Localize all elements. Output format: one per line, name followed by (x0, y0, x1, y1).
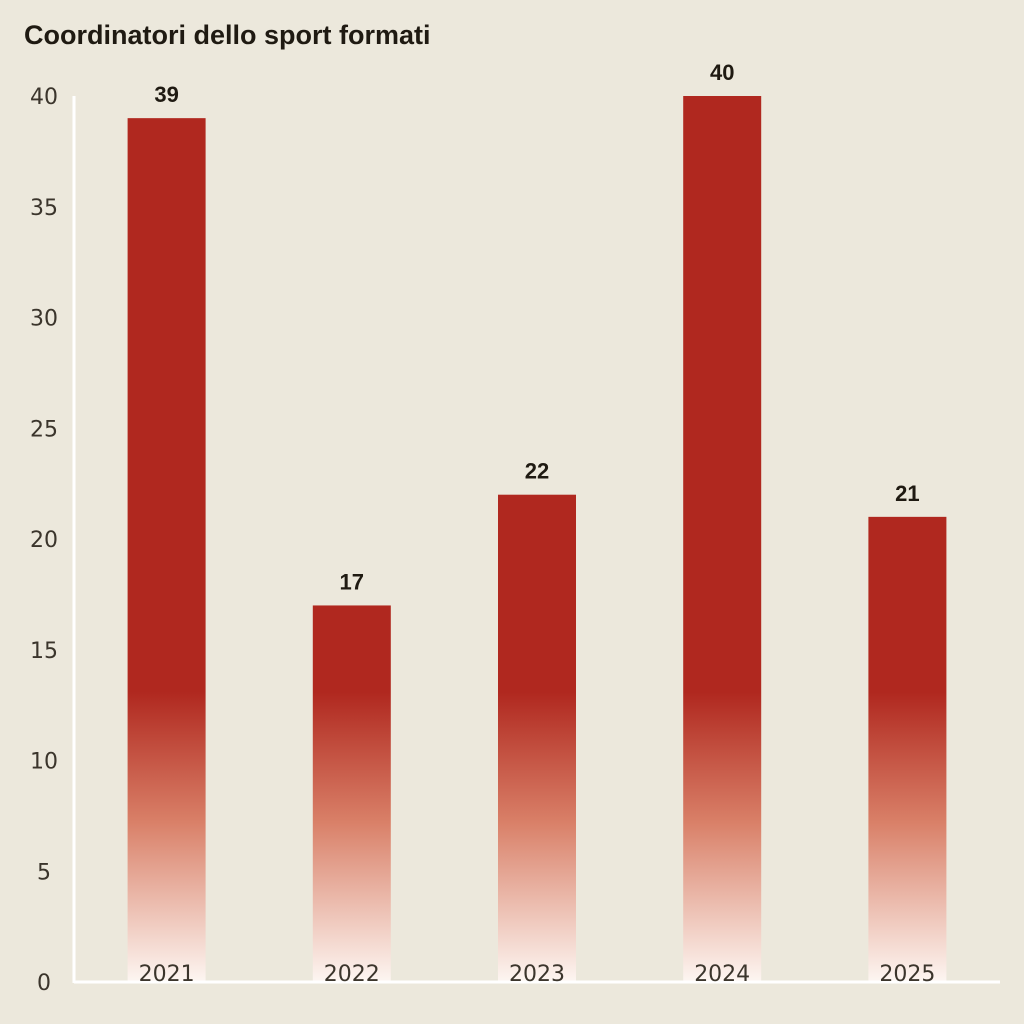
bar-2025 (868, 516, 947, 982)
x-tick-label-2021: 2021 (139, 962, 195, 987)
y-tick-label: 10 (30, 750, 58, 775)
value-labels: 39 17 22 40 21 (154, 60, 919, 594)
bar-2021 (127, 118, 206, 982)
y-axis-ticks: 0 5 10 15 20 25 30 35 40 (30, 85, 58, 996)
bar-2024 (683, 96, 762, 982)
x-axis-labels: 2021 2022 2023 2024 2025 (139, 962, 936, 987)
y-tick-label: 15 (30, 639, 58, 664)
axes (72, 96, 1000, 984)
y-tick-label: 5 (37, 860, 51, 885)
chart-title: Coordinatori dello sport formati (24, 20, 431, 50)
value-label-2025: 21 (895, 481, 919, 506)
value-label-2022: 17 (340, 569, 364, 594)
x-tick-label-2023: 2023 (509, 962, 565, 987)
value-label-2024: 40 (710, 60, 734, 85)
x-tick-label-2024: 2024 (694, 962, 750, 987)
bar-2023 (498, 494, 576, 982)
bar-2022 (312, 605, 391, 982)
y-tick-label: 30 (30, 307, 58, 332)
y-tick-label: 35 (30, 196, 58, 221)
value-label-2021: 39 (154, 82, 178, 107)
y-tick-label: 0 (37, 971, 51, 996)
bars (127, 96, 947, 982)
y-tick-label: 25 (30, 417, 58, 442)
y-tick-label: 20 (30, 528, 58, 553)
x-tick-label-2022: 2022 (324, 962, 380, 987)
x-tick-label-2025: 2025 (879, 962, 935, 987)
y-tick-label: 40 (30, 85, 58, 110)
value-label-2023: 22 (525, 459, 549, 484)
